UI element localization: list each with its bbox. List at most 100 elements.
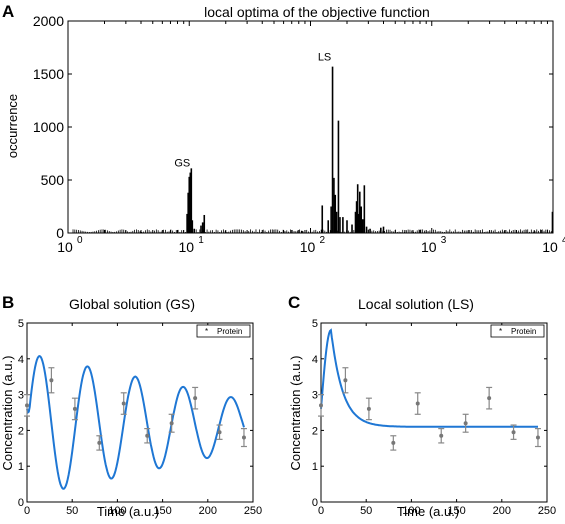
data-point: [318, 394, 324, 417]
panel-a-x-ticks: 10 0 10 1 10 2 10 3 10 4: [57, 21, 565, 255]
data-point: [71, 397, 78, 421]
data-point: [342, 367, 349, 394]
y-tick-label: 4: [18, 354, 24, 366]
data-point: [192, 386, 199, 410]
data-point: [144, 428, 151, 444]
point-marker: [49, 378, 54, 383]
panel-letter-c: C: [288, 293, 300, 312]
panel-a-bars: [72, 66, 554, 233]
point-marker: [487, 396, 492, 401]
x-tick-label: 200: [199, 505, 217, 517]
y-tick-label: 500: [41, 172, 65, 188]
panel-a-axes: [67, 20, 554, 234]
panel-c-xlabel: Time (a.u.): [397, 504, 459, 519]
panel-c-axes: [320, 322, 548, 503]
point-marker: [25, 403, 29, 408]
point-marker: [391, 440, 396, 445]
panel-b-ylabel: Concentration (a.u.): [0, 356, 15, 471]
point-marker: [463, 421, 468, 426]
y-tick-label: 2: [312, 425, 318, 437]
data-point: [486, 386, 493, 410]
y-tick-label: 2: [18, 425, 24, 437]
point-marker: [366, 406, 371, 411]
annotation-label: GS: [174, 158, 190, 170]
x-tick-label: 100: [108, 505, 126, 517]
data-point: [216, 424, 223, 440]
y-tick-label: 3: [18, 390, 24, 402]
data-point: [24, 394, 30, 417]
y-tick-label: 1000: [33, 119, 64, 135]
x-tick-label: 100: [402, 505, 420, 517]
y-tick-label: 1: [312, 461, 318, 473]
panel-c-legend-marker: *: [499, 327, 502, 336]
point-marker: [319, 403, 323, 408]
panel-c-ylabel: Concentration (a.u.): [288, 356, 303, 471]
data-point: [168, 413, 175, 433]
x-tick-exponent: 3: [441, 235, 447, 246]
x-tick-label: 50: [66, 505, 78, 517]
panel-c: C Local solution (LS) Concentration (a.u…: [288, 293, 556, 519]
y-tick-label: 4: [312, 354, 318, 366]
panel-b-legend: * Protein: [196, 324, 251, 338]
y-tick-label: 1: [18, 461, 24, 473]
panel-b-model-line: [26, 354, 245, 490]
x-tick-label: 0: [24, 505, 30, 517]
panel-b-y-ticks: 0 1 2 3 4 5: [18, 318, 253, 509]
point-marker: [439, 433, 444, 438]
x-tick-label: 250: [244, 505, 262, 517]
data-point: [96, 435, 103, 451]
panel-b-legend-box: [196, 324, 251, 338]
point-marker: [121, 401, 126, 406]
panel-c-legend-box: [490, 324, 545, 338]
data-point: [390, 435, 397, 451]
x-tick-label: 150: [447, 505, 465, 517]
data-point: [510, 424, 517, 440]
panel-letter-a: A: [2, 2, 14, 21]
panel-a-title: local optima of the objective function: [204, 4, 430, 20]
y-tick-label: 0: [18, 497, 24, 509]
point-marker: [415, 401, 420, 406]
panel-c-model-line: [320, 328, 538, 428]
x-tick-label: 200: [493, 505, 511, 517]
data-point: [438, 428, 445, 444]
panel-b-x-ticks: 0 50 100 150 200 250: [24, 323, 262, 517]
y-tick-label: 2000: [33, 13, 64, 29]
data-point: [414, 392, 421, 415]
point-marker: [511, 430, 516, 435]
panel-b-legend-marker: *: [205, 327, 208, 336]
x-tick-label: 0: [318, 505, 324, 517]
x-tick-exponent: 0: [77, 235, 83, 246]
panel-c-legend-label: Protein: [511, 327, 536, 336]
point-marker: [169, 421, 174, 426]
point-marker: [145, 433, 150, 438]
panel-b-data-points: [24, 367, 247, 451]
data-point: [120, 392, 127, 415]
panel-c-x-ticks: 0 50 100 150 200 250: [318, 323, 556, 517]
point-marker: [343, 378, 348, 383]
panel-a-y-ticks: 0 500 1000 1500 2000: [33, 13, 553, 241]
annotation-label: LS: [318, 52, 331, 64]
panel-b: B Global solution (GS) Concentration (a.…: [0, 293, 262, 519]
x-tick-exponent: 1: [198, 235, 204, 246]
y-tick-label: 0: [56, 225, 64, 241]
y-tick-label: 3: [312, 390, 318, 402]
point-marker: [72, 406, 77, 411]
panel-a-annotations: GS LS: [174, 52, 331, 170]
x-tick-label: 150: [153, 505, 171, 517]
x-tick-label: 10: [178, 239, 194, 255]
y-tick-label: 5: [18, 318, 24, 330]
x-tick-label: 10: [421, 239, 437, 255]
y-tick-label: 1500: [33, 66, 64, 82]
panel-letter-b: B: [2, 293, 14, 312]
data-point: [365, 397, 372, 421]
y-tick-label: 0: [312, 497, 318, 509]
x-tick-exponent: 2: [320, 235, 326, 246]
panel-b-axes: [26, 322, 254, 503]
panel-a-ylabel: occurrence: [5, 94, 20, 158]
data-point: [534, 428, 541, 448]
panel-a: A local optima of the objective function…: [2, 2, 565, 255]
y-tick-label: 5: [312, 318, 318, 330]
data-point: [48, 367, 55, 394]
panel-c-legend: * Protein: [490, 324, 545, 338]
